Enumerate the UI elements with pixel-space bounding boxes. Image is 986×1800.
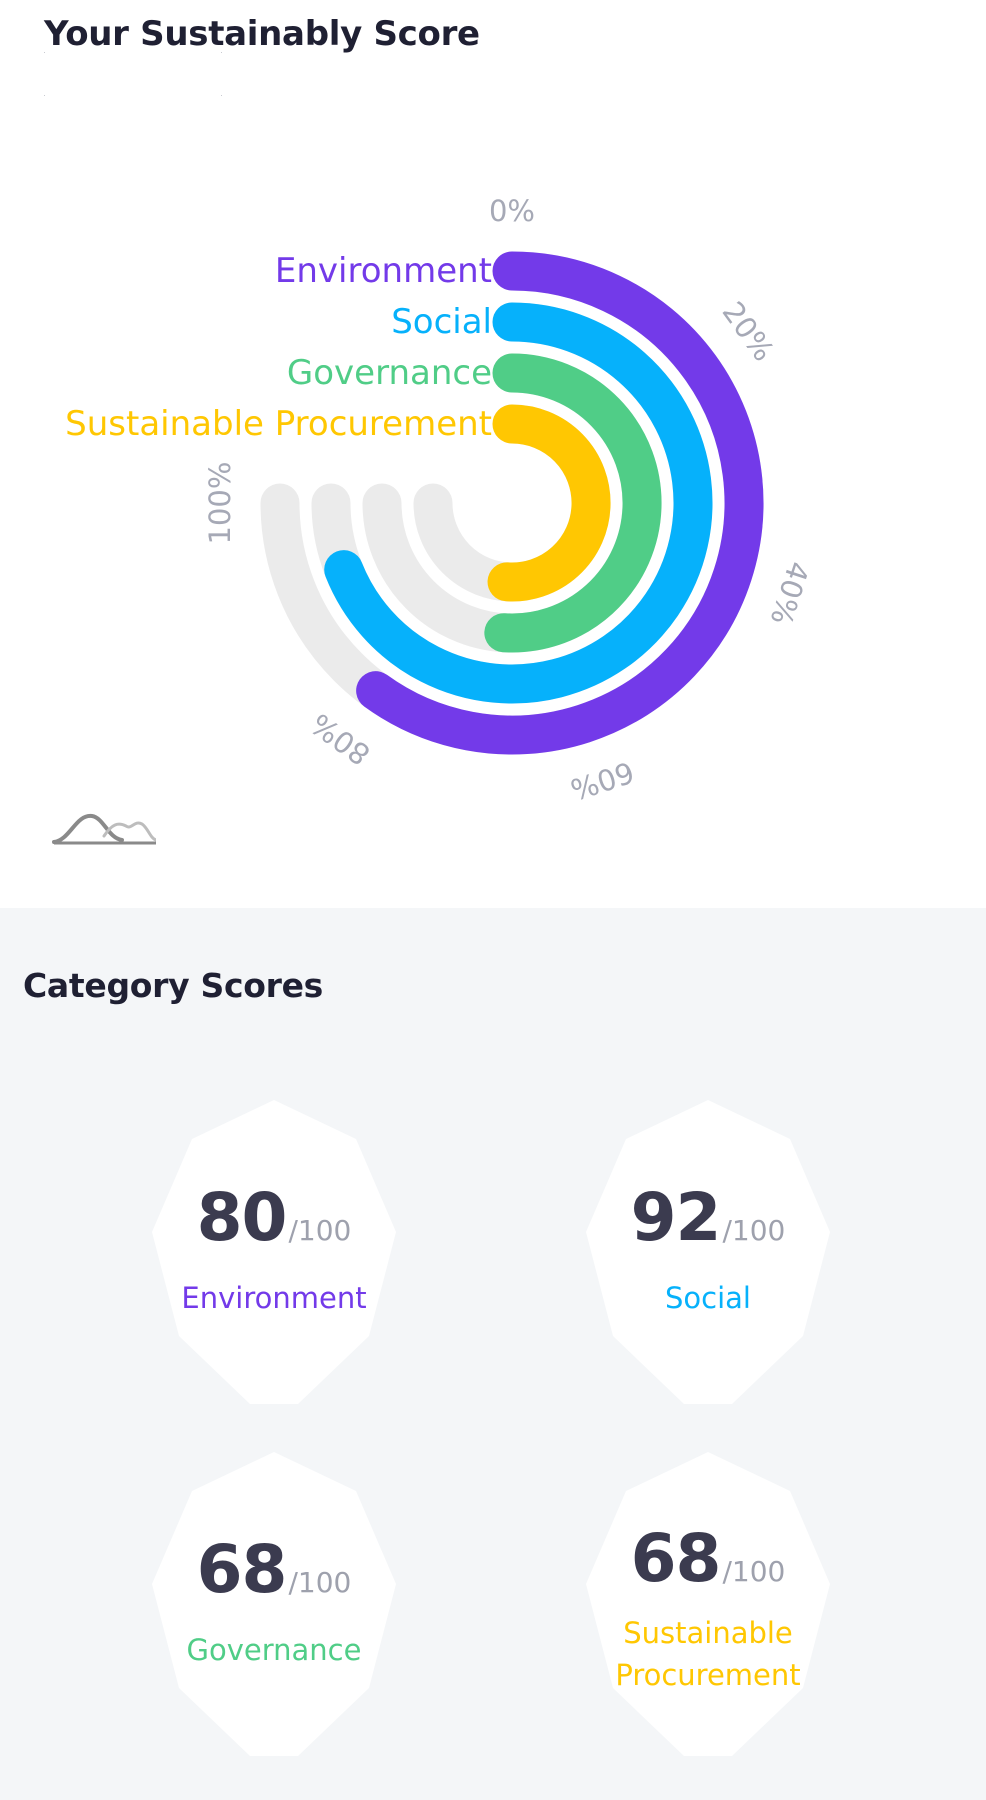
page-title: Your Sustainably Score [44, 14, 480, 54]
tick-label: 100% [203, 462, 237, 545]
series-label: Environment [275, 251, 492, 291]
divider-dot [221, 52, 222, 53]
score-card-social: 92/100 Social [558, 1100, 858, 1404]
score-card-environment: 80/100 Environment [124, 1100, 424, 1404]
score-value: 80 [196, 1179, 288, 1256]
score-label: Environment [181, 1281, 367, 1315]
divider-dot [44, 95, 45, 96]
score-max: /100 [288, 1566, 352, 1599]
category-scores-section: Category Scores 80/100 Environment 92/10… [0, 908, 986, 1800]
tick-label: 60% [566, 755, 638, 807]
score-overview-section: Your Sustainably Score Environment Social… [44, 14, 816, 845]
divider-dot [44, 52, 45, 53]
heptagon-shape [152, 1452, 396, 1756]
score-card-governance: 68/100 Governance [124, 1452, 424, 1756]
score-value: 92 [630, 1179, 722, 1256]
tick-label: 0% [489, 194, 535, 228]
divider-dot [221, 95, 222, 96]
score-max: /100 [722, 1214, 786, 1247]
heptagon-shape [152, 1100, 396, 1404]
score-value: 68 [630, 1520, 722, 1597]
score-label: Sustainable Procurement [615, 1616, 801, 1692]
mountain-wave-icon [52, 814, 156, 845]
score-label: Social [665, 1281, 751, 1315]
tick-label: 40% [764, 557, 816, 629]
score-max: /100 [722, 1555, 786, 1588]
bar-arc-environment [356, 251, 764, 755]
tick-label: 80% [304, 707, 376, 772]
score-max: /100 [288, 1214, 352, 1247]
series-label: Governance [287, 353, 492, 393]
score-card-sustainable-procurement: 68/100 Sustainable Procurement [558, 1452, 858, 1756]
radial-bar-chart: Environment Social Governance Sustainable P… [65, 194, 816, 807]
tick-label: 20% [716, 295, 781, 367]
bar-arc-sustainable-procurement [487, 404, 611, 602]
score-label: Governance [186, 1633, 362, 1667]
series-label: Social [391, 302, 492, 342]
heptagon-shape [586, 1452, 830, 1756]
bar-arc-governance [484, 353, 662, 653]
bar-arc-social [324, 302, 713, 704]
heptagon-shape [586, 1100, 830, 1404]
series-label: Sustainable Procurement [65, 404, 492, 444]
score-value: 68 [196, 1531, 288, 1608]
section-title: Category Scores [23, 966, 324, 1005]
